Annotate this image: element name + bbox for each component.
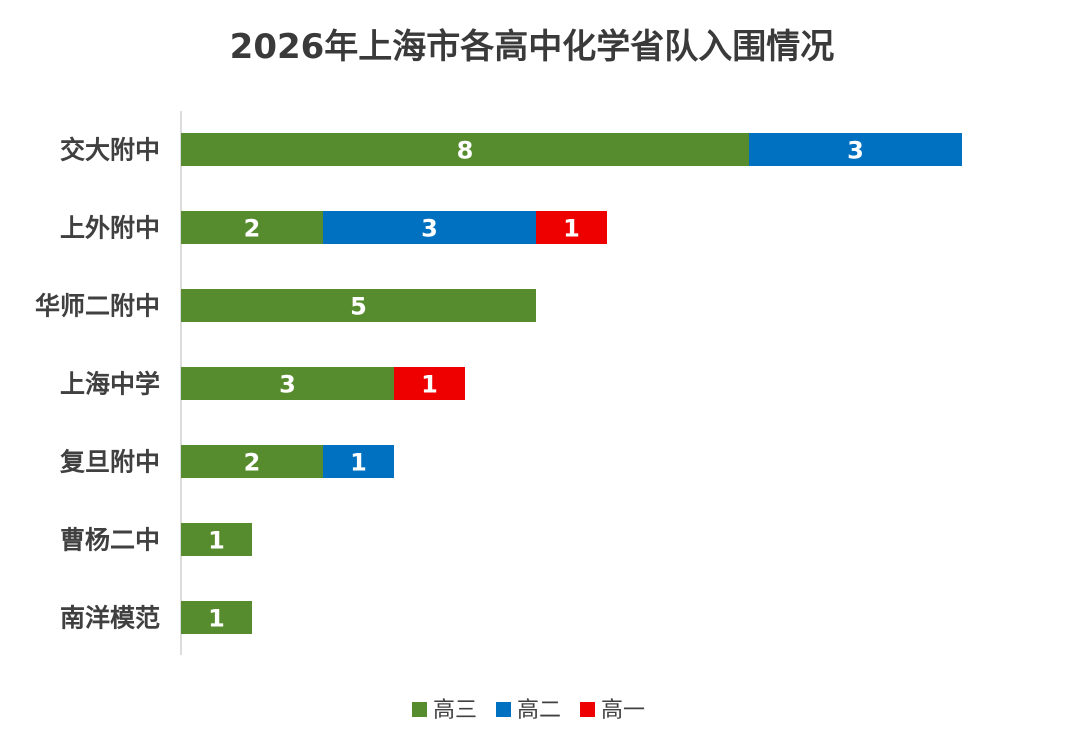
bar-segment [181,133,749,166]
legend-swatch [580,702,595,717]
bars-group: 8 3 2 3 1 5 3 1 2 1 1 1 [181,133,962,634]
bar-segment [749,133,962,166]
bar-segment [536,211,607,244]
bar-segment [181,523,252,556]
bar-value-label: 2 [244,215,261,243]
bar-value-label: 8 [457,137,474,165]
legend-label: 高二 [517,698,561,723]
category-label: 交大附中 [60,136,160,165]
category-label: 曹杨二中 [60,526,160,555]
bar-value-label: 3 [847,137,864,165]
bar-value-label: 5 [350,293,367,321]
bar-segment [181,211,323,244]
bar-value-label: 1 [563,215,580,243]
category-label: 华师二附中 [35,292,160,321]
legend-label: 高三 [433,698,477,723]
legend: 高三 高二 高一 [412,698,645,723]
legend-swatch [496,702,511,717]
bar-segment [323,445,394,478]
legend-label: 高一 [601,698,645,723]
bar-value-label: 2 [244,449,261,477]
bar-segment [394,367,465,400]
bar-value-label: 1 [421,371,438,399]
bar-value-label: 3 [421,215,438,243]
bar-value-label: 1 [208,605,225,633]
bar-value-label: 3 [279,371,296,399]
legend-swatch [412,702,427,717]
bar-segment [181,289,536,322]
bar-segment [181,601,252,634]
bar-segment [181,367,394,400]
chart-title: 2026年上海市各高中化学省队入围情况 [230,27,835,67]
bar-value-label: 1 [350,449,367,477]
category-label: 上海中学 [60,370,160,399]
bar-value-label: 1 [208,527,225,555]
category-label: 上外附中 [60,214,160,243]
category-label: 复旦附中 [60,448,160,477]
bar-segment [323,211,536,244]
category-label: 南洋模范 [60,604,160,633]
bar-segment [181,445,323,478]
